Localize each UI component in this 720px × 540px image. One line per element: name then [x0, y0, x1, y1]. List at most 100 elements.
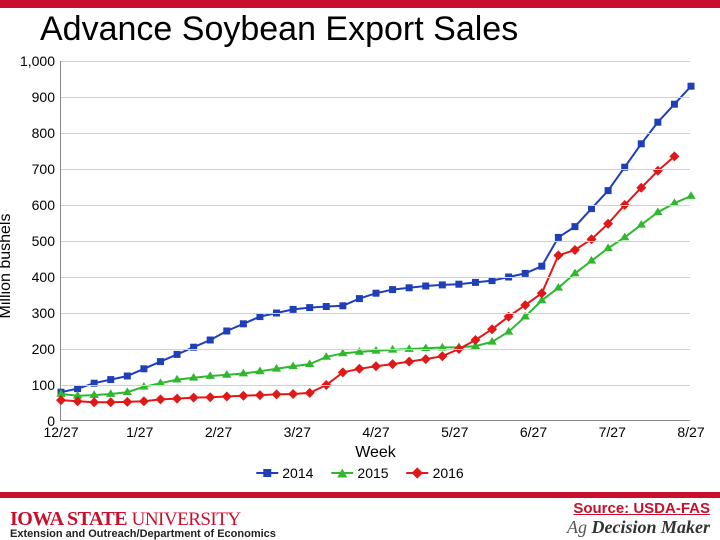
gridline [61, 349, 690, 350]
legend-item-2015: 2015 [331, 465, 388, 481]
x-tick: 2/27 [205, 424, 232, 440]
series-marker-2014 [422, 283, 429, 290]
x-tick: 7/27 [599, 424, 626, 440]
series-marker-2014 [290, 306, 297, 313]
isu-logo: IOWA STATE UNIVERSITY [10, 508, 241, 530]
series-marker-2014 [688, 83, 695, 90]
gridline [61, 277, 690, 278]
extension-text: Extension and Outreach/Department of Eco… [10, 528, 276, 540]
series-marker-2016 [421, 354, 431, 364]
series-marker-2014 [207, 337, 214, 344]
series-marker-2016 [553, 250, 563, 260]
agdm-main: Decision Maker [592, 517, 711, 537]
x-tick: 6/27 [520, 424, 547, 440]
plot-area: Week 01002003004005006007008009001,00012… [60, 61, 690, 421]
series-marker-2016 [288, 389, 298, 399]
series-marker-2014 [223, 328, 230, 335]
legend-item-2014: 2014 [256, 465, 313, 481]
series-marker-2014 [538, 263, 545, 270]
series-marker-2014 [323, 303, 330, 310]
gridline [61, 313, 690, 314]
series-marker-2014 [571, 223, 578, 230]
y-tick: 800 [32, 125, 55, 141]
series-marker-2016 [189, 393, 199, 403]
footer-right: Source: USDA-FAS Ag Decision Maker [567, 500, 710, 538]
series-marker-2016 [222, 392, 232, 402]
series-marker-2016 [106, 397, 116, 407]
y-tick: 600 [32, 197, 55, 213]
series-marker-2016 [272, 389, 282, 399]
series-marker-2014 [555, 234, 562, 241]
gridline [61, 61, 690, 62]
legend-label: 2016 [433, 465, 464, 481]
x-tick: 5/27 [441, 424, 468, 440]
series-marker-2016 [305, 388, 315, 398]
legend-marker-icon [412, 467, 423, 478]
gridline [61, 133, 690, 134]
legend-line-icon [407, 472, 429, 474]
series-marker-2014 [140, 365, 147, 372]
series-marker-2014 [638, 140, 645, 147]
x-tick: 12/27 [43, 424, 78, 440]
series-marker-2014 [389, 286, 396, 293]
legend-item-2016: 2016 [407, 465, 464, 481]
page-title: Advance Soybean Export Sales [0, 8, 720, 51]
logo-main: IOWA STATE [10, 508, 127, 530]
series-marker-2014 [306, 304, 313, 311]
series-marker-2016 [238, 391, 248, 401]
series-marker-2014 [157, 358, 164, 365]
series-marker-2016 [122, 397, 132, 407]
series-marker-2015 [686, 191, 695, 199]
series-marker-2014 [654, 119, 661, 126]
y-axis-label: Million bushels [0, 214, 15, 319]
y-tick: 1,000 [20, 53, 55, 69]
series-marker-2014 [240, 320, 247, 327]
series-marker-2016 [255, 390, 265, 400]
legend-marker-icon [263, 469, 271, 477]
series-marker-2014 [605, 187, 612, 194]
x-tick: 4/27 [362, 424, 389, 440]
ag-decision-maker: Ag Decision Maker [567, 517, 710, 538]
source-text: Source: USDA-FAS [567, 500, 710, 517]
legend-marker-icon [337, 469, 347, 478]
series-marker-2014 [406, 284, 413, 291]
series-marker-2014 [256, 313, 263, 320]
series-marker-2016 [172, 394, 182, 404]
series-marker-2014 [373, 290, 380, 297]
x-tick: 8/27 [677, 424, 704, 440]
series-marker-2014 [472, 279, 479, 286]
gridline [61, 385, 690, 386]
legend: 2014 2015 2016 [256, 465, 463, 481]
y-tick: 100 [32, 377, 55, 393]
chart-container: Million bushels Week 0100200300400500600… [0, 51, 720, 481]
series-marker-2014 [455, 281, 462, 288]
gridline [61, 205, 690, 206]
footer: IOWA STATE UNIVERSITY Source: USDA-FAS A… [0, 492, 720, 540]
series-marker-2016 [470, 335, 480, 345]
agdm-prefix: Ag [567, 517, 587, 537]
legend-label: 2015 [357, 465, 388, 481]
series-marker-2016 [155, 394, 165, 404]
y-tick: 700 [32, 161, 55, 177]
gridline [61, 97, 690, 98]
series-marker-2014 [439, 281, 446, 288]
y-tick: 900 [32, 89, 55, 105]
series-marker-2016 [388, 359, 398, 369]
legend-line-icon [331, 472, 353, 474]
series-marker-2014 [356, 295, 363, 302]
logo-sub: UNIVERSITY [132, 509, 241, 530]
series-marker-2016 [89, 397, 99, 407]
series-marker-2014 [174, 351, 181, 358]
y-tick: 500 [32, 233, 55, 249]
series-marker-2016 [205, 392, 215, 402]
legend-label: 2014 [282, 465, 313, 481]
series-marker-2016 [437, 351, 447, 361]
series-marker-2014 [124, 373, 131, 380]
gridline [61, 241, 690, 242]
series-marker-2016 [354, 364, 364, 374]
y-tick: 400 [32, 269, 55, 285]
series-marker-2016 [139, 396, 149, 406]
series-marker-2014 [522, 270, 529, 277]
series-marker-2016 [404, 357, 414, 367]
series-marker-2014 [339, 302, 346, 309]
